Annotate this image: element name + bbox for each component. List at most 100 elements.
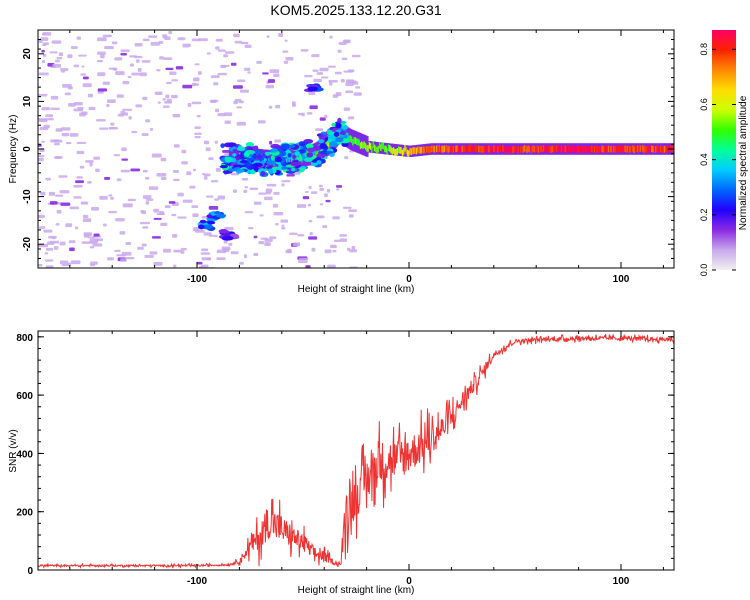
spectrogram-noise-cell: [180, 250, 185, 254]
spectrogram-noise-cell: [172, 114, 181, 118]
spectrogram-xtick-label: 100: [613, 274, 630, 285]
spectrogram-noise-cell: [38, 155, 45, 158]
spectrogram-ridge-core: [325, 140, 328, 148]
spectrogram-ridge-core: [459, 145, 462, 153]
spectrogram-noise-cell: [166, 98, 172, 103]
colorbar-gradient: [712, 30, 736, 270]
spectrogram-noise-cell: [284, 39, 288, 42]
spectrogram-ridge-core: [632, 145, 635, 152]
spectrogram-noise-cell: [142, 96, 148, 101]
spectrogram-noise-cell: [121, 147, 127, 152]
spectrogram-noise-cell: [151, 236, 161, 239]
spectrogram-cluster-cell: [253, 149, 263, 155]
spectrogram-noise-cell: [145, 201, 150, 205]
spectrogram-noise-cell: [83, 234, 90, 238]
spectrogram-noise-cell: [330, 244, 337, 249]
spectrogram-noise-cell: [283, 60, 289, 64]
spectrogram-noise-cell: [145, 119, 151, 123]
spectrogram-ytick-label: 20: [22, 48, 33, 60]
spectrogram-noise-cell: [196, 261, 203, 265]
spectrogram-noise-cell: [282, 50, 289, 53]
spectrogram-noise-cell: [169, 71, 177, 76]
spectrogram-noise-cell: [128, 116, 132, 120]
spectrogram-noise-cell: [326, 188, 331, 193]
spectrogram-cluster-cell: [289, 144, 295, 148]
spectrogram-noise-cell: [221, 246, 231, 251]
spectrogram-cluster-cell: [270, 155, 275, 161]
spectrogram-noise-cell: [54, 156, 62, 159]
spectrogram-ridge-core: [665, 145, 668, 153]
spectrogram-cluster-cell: [227, 168, 236, 172]
spectrogram-noise-cell: [210, 180, 219, 183]
spectrogram-noise-cell: [214, 198, 220, 201]
spectrogram-feature-cell: [218, 229, 229, 234]
spectrogram-noise-cell: [68, 240, 76, 244]
spectrogram-ridge-core: [509, 146, 513, 154]
spectrogram-noise-cell: [308, 236, 318, 240]
spectrogram-noise-cell: [234, 40, 242, 44]
spectrogram-ridge-core: [469, 144, 472, 152]
spectrogram-noise-cell: [113, 154, 121, 157]
spectrogram-noise-cell: [240, 41, 249, 45]
spectrogram-noise-cell: [131, 130, 138, 134]
spectrogram-ridge-core: [372, 141, 375, 148]
spectrogram-cluster-cell: [318, 134, 323, 140]
spectrogram-noise-cell: [334, 71, 342, 75]
spectrogram-noise-cell: [49, 51, 58, 54]
spectrogram-noise-cell: [81, 241, 91, 244]
spectrogram-noise-cell: [108, 127, 119, 130]
spectrogram-noise-cell: [198, 38, 208, 42]
spectrogram-ridge-core: [460, 145, 463, 153]
snr-ytick-label: 600: [16, 391, 33, 402]
spectrogram-ridge-core: [539, 145, 542, 153]
spectrogram-ridge-core: [465, 145, 468, 153]
spectrogram-noise-cell: [142, 226, 149, 229]
spectrogram-ridge-core: [383, 145, 387, 153]
spectrogram-ridge-core: [586, 146, 589, 153]
spectrogram-cluster-cell: [250, 170, 256, 175]
spectrogram-ridge-core: [548, 145, 551, 152]
spectrogram-noise-cell: [52, 63, 62, 68]
spectrogram-ridge-core: [564, 145, 568, 153]
spectrogram-cluster-cell: [253, 162, 263, 168]
spectrogram-ridge-core: [595, 145, 598, 152]
spectrogram-ridge-core: [588, 146, 592, 153]
spectrogram-xtick-label: 0: [406, 274, 412, 285]
spectrogram-noise-cell: [120, 49, 130, 53]
spectrogram-ridge-core: [591, 145, 594, 153]
spectrogram-feature-cell: [198, 224, 205, 230]
spectrogram-noise-cell: [162, 97, 166, 101]
spectrogram-ridge-core: [521, 145, 524, 153]
spectrogram-ridge-core: [422, 146, 425, 154]
spectrogram-noise-cell: [48, 235, 57, 239]
spectrogram-ridge-core: [357, 138, 360, 146]
spectrogram-noise-cell: [327, 264, 336, 268]
spectrogram-noise-cell: [345, 90, 354, 94]
spectrogram-noise-cell: [177, 192, 184, 197]
spectrogram-noise-cell: [193, 77, 200, 82]
spectrogram-noise-cell: [148, 186, 159, 190]
spectrogram-ytick-label: -20: [22, 237, 33, 252]
spectrogram-noise-cell: [216, 167, 221, 172]
spectrogram-ytick-label: -10: [22, 189, 33, 204]
spectrogram-noise-cell: [97, 37, 107, 42]
spectrogram-ridge-core: [495, 145, 499, 152]
spectrogram-noise-cell: [349, 249, 358, 253]
spectrogram-cluster-cell: [313, 145, 322, 151]
spectrogram-noise-cell: [68, 102, 76, 107]
spectrogram-noise-cell: [253, 235, 258, 239]
spectrogram-noise-cell: [248, 227, 254, 230]
spectrogram-ridge-core: [615, 145, 618, 153]
spectrogram-ridge-core: [366, 144, 369, 152]
spectrogram-ridge-core: [303, 151, 307, 159]
spectrogram-noise-cell: [60, 127, 71, 131]
spectrogram-ridge-core: [540, 145, 543, 153]
spectrogram-noise-cell: [272, 203, 279, 208]
spectrogram-noise-cell: [302, 196, 310, 200]
spectrogram-noise-cell: [95, 168, 100, 173]
spectrogram-cluster-cell: [260, 170, 266, 176]
spectrogram-ridge-core: [549, 146, 552, 153]
spectrogram-noise-cell: [309, 231, 313, 236]
spectrogram-noise-cell: [228, 242, 233, 246]
